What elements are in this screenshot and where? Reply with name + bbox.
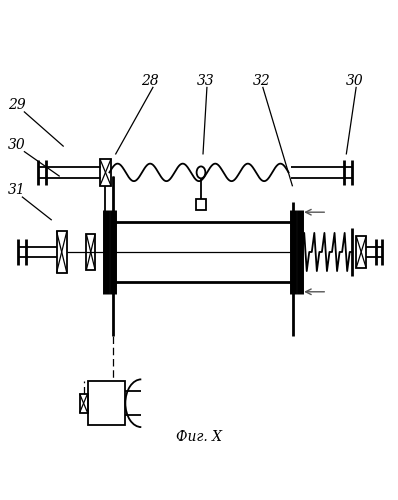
Text: 33: 33 bbox=[197, 74, 215, 88]
Bar bbox=[88, 382, 125, 425]
Bar bbox=[356, 236, 366, 268]
Bar bbox=[196, 199, 206, 210]
Text: 30: 30 bbox=[8, 138, 26, 151]
Text: 31: 31 bbox=[8, 184, 26, 198]
Text: 32: 32 bbox=[253, 74, 271, 88]
Text: 30: 30 bbox=[346, 74, 364, 88]
Bar bbox=[80, 394, 88, 413]
Bar bbox=[100, 159, 111, 186]
Text: 28: 28 bbox=[141, 74, 159, 88]
Bar bbox=[57, 231, 67, 273]
Text: 29: 29 bbox=[8, 98, 26, 112]
Text: Фиг. X: Фиг. X bbox=[176, 430, 222, 444]
Bar bbox=[86, 234, 95, 270]
